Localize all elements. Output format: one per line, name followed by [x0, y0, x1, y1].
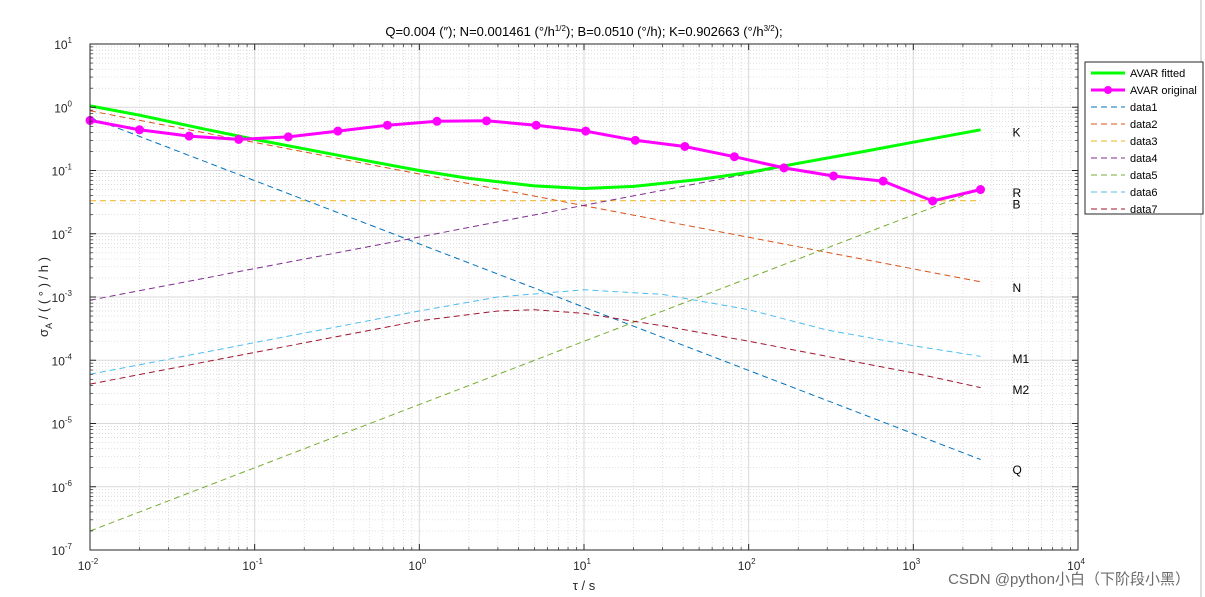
annotation-label: R [1012, 186, 1021, 200]
series-line-data5 [89, 188, 981, 532]
chart-title: Q=0.004 (″); N=0.001461 (°/h1/2); B=0.05… [385, 24, 782, 39]
tick-marks [89, 43, 1079, 551]
legend-label: data4 [1130, 153, 1158, 165]
data-point [184, 131, 194, 141]
data-point [630, 135, 640, 145]
x-tick-label: 10-2 [78, 557, 99, 573]
series-line-data1 [89, 116, 981, 460]
annotation-label: B [1012, 198, 1020, 212]
x-tick-label: 100 [408, 557, 426, 573]
y-tick-label: 10-5 [52, 416, 73, 432]
legend-label: data3 [1130, 136, 1158, 148]
y-tick-label: 10-2 [52, 226, 73, 242]
y-tick-label: 10-7 [52, 542, 73, 558]
data-point [976, 185, 986, 195]
series-layer [85, 104, 986, 532]
annotation-label: N [1012, 281, 1021, 295]
data-point [680, 141, 690, 151]
y-tick-label: 10-1 [52, 163, 73, 179]
y-tick-label: 10-6 [52, 479, 73, 495]
annotation-label: K [1012, 125, 1020, 139]
data-point [779, 163, 789, 173]
x-axis-label: τ / s [573, 578, 596, 593]
x-tick-label: 103 [902, 557, 920, 573]
x-tick-label: 10-1 [242, 557, 263, 573]
legend-items: AVAR fitted AVAR original data1 data2 data3 d… [1091, 68, 1197, 216]
x-tick-label: 101 [573, 557, 591, 573]
legend-label: AVAR fitted [1130, 68, 1185, 80]
series-line-data7 [89, 309, 981, 389]
legend-marker [1104, 86, 1112, 94]
x-tick-label: 102 [738, 557, 756, 573]
legend-label: data6 [1130, 187, 1158, 199]
legend-label: data2 [1130, 119, 1158, 131]
y-tick-label: 10-4 [52, 352, 73, 368]
data-point [135, 125, 145, 135]
legend-label: data1 [1130, 102, 1158, 114]
y-tick-label: 101 [54, 36, 72, 52]
y-tick-label: 100 [54, 99, 72, 115]
data-point [878, 176, 888, 186]
data-point [333, 126, 343, 136]
x-tick-label: 104 [1067, 557, 1085, 573]
data-point [432, 116, 442, 126]
annotation-label: M1 [1012, 352, 1029, 366]
y-tick-label: 10-3 [52, 289, 73, 305]
annotation-label: M2 [1012, 383, 1029, 397]
line-annotations: K RB N M1 M2 Q [1012, 125, 1029, 476]
legend-label: AVAR original [1130, 85, 1197, 97]
y-tick-labels: 10-7 10-6 10-5 10-4 10-3 10-2 10-1 100 101 [52, 36, 73, 558]
data-point [234, 134, 244, 144]
x-tick-labels: 10-2 10-1 100 101 102 103 104 [78, 557, 1086, 573]
legend: AVAR fitted AVAR original data1 data2 data3 d… [1084, 61, 1204, 216]
data-point [928, 196, 938, 206]
watermark: CSDN @python小白（下阶段小黑） [948, 571, 1190, 588]
data-point [482, 116, 492, 126]
y-axis-label: σA / ( ( ° ) / h ) [36, 257, 54, 337]
annotation-label: Q [1012, 463, 1021, 477]
legend-label: data5 [1130, 170, 1158, 182]
data-point [729, 152, 739, 162]
data-point [531, 120, 541, 130]
series-line-data6 [89, 289, 981, 375]
data-point [382, 120, 392, 130]
legend-box [1084, 61, 1204, 215]
data-point [283, 132, 293, 142]
legend-label: data7 [1130, 204, 1158, 216]
data-point [581, 126, 591, 136]
data-point [829, 171, 839, 181]
